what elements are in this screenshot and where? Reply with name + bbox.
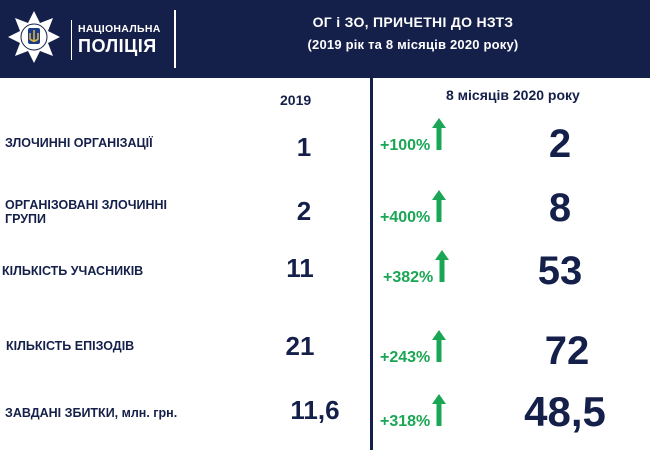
value-2019-participants: 11 [286,253,314,283]
value-2020-participants: 53 [537,249,583,293]
value-2020-organized-groups: 8 [548,186,572,230]
percent-change: +243% [380,349,431,366]
row-label-participants: КІЛЬКІСТЬ УЧАСНИКІВ [2,264,144,278]
logo-line-national: НАЦІОНАЛЬНА [78,23,161,35]
value-2019-organized-groups: 2 [296,196,312,226]
row-label-organized-groups: ОРГАНІЗОВАНІ ЗЛОЧИННІ ГРУПИ [5,198,167,226]
column-divider [370,78,373,450]
arrow-up-icon [432,118,447,156]
logo-line-police: ПОЛІЦІЯ [78,36,157,56]
value-2019-damages: 11,6 [290,395,340,425]
police-logo: НАЦІОНАЛЬНА ПОЛІЦІЯ [6,10,166,68]
police-star-emblem-icon [6,9,62,70]
change-criminal-organizations: +100% [380,118,447,156]
arrow-up-icon [432,394,447,432]
change-damages: +318% [380,394,447,432]
logo-text: НАЦІОНАЛЬНА ПОЛІЦІЯ [78,22,161,56]
percent-change: +318% [380,413,431,430]
change-episodes: +243% [380,330,447,368]
page-subtitle: (2019 рік та 8 місяців 2020 року) [307,37,519,52]
percent-change: +382% [383,269,434,286]
logo-divider [71,20,72,60]
percent-change: +400% [380,209,431,226]
value-2019-criminal-organizations: 1 [296,132,312,162]
header-separator [174,10,176,68]
change-organized-groups: +400% [380,190,447,228]
column-header-2020: 8 місяців 2020 року [446,87,580,103]
header-bar: НАЦІОНАЛЬНА ПОЛІЦІЯ ОГ і ЗО, ПРИЧЕТНІ ДО… [0,0,650,78]
row-label-episodes: КІЛЬКІСТЬ ЕПІЗОДІВ [6,339,135,353]
page-title: ОГ і ЗО, ПРИЧЕТНІ ДО НЗТЗ [312,14,514,30]
value-2020-criminal-organizations: 2 [548,122,572,166]
value-2020-damages: 48,5 [524,388,606,435]
arrow-up-icon [435,250,450,288]
change-participants: +382% [383,250,450,288]
row-label-damages: ЗАВДАНІ ЗБИТКИ, млн. грн. [5,406,178,420]
percent-change: +100% [380,137,431,154]
value-2019-episodes: 21 [285,331,315,361]
column-header-2019: 2019 [280,92,312,108]
arrow-up-icon [432,330,447,368]
value-2020-episodes: 72 [544,329,590,373]
arrow-up-icon [432,190,447,228]
title-block: ОГ і ЗО, ПРИЧЕТНІ ДО НЗТЗ (2019 рік та 8… [176,10,650,56]
row-label-criminal-organizations: ЗЛОЧИННІ ОРГАНІЗАЦІЇ [5,136,153,150]
